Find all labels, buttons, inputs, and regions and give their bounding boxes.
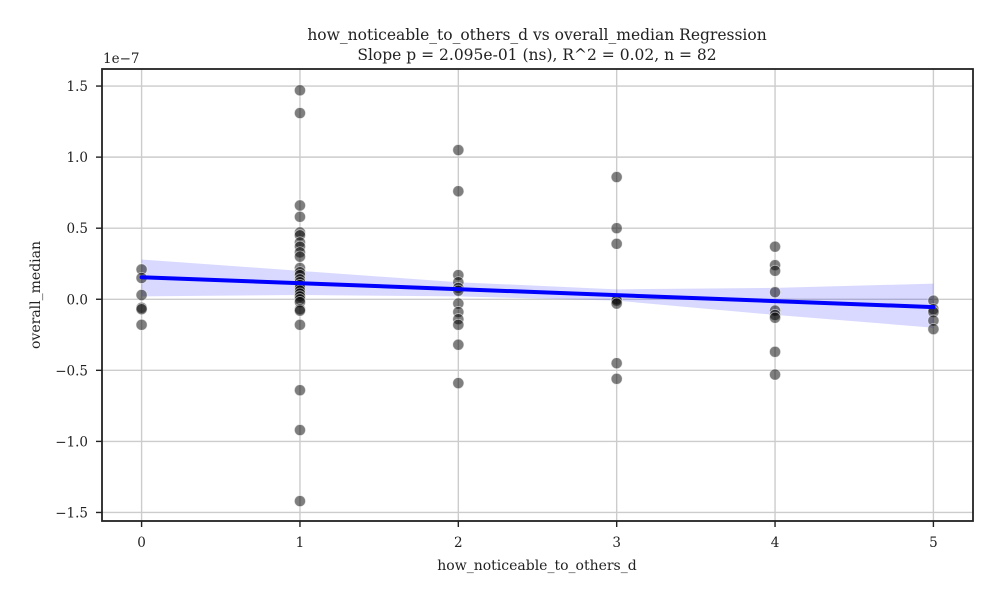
data-point bbox=[769, 345, 782, 358]
data-point bbox=[293, 210, 306, 223]
data-point bbox=[293, 84, 306, 97]
y-tick-label: 1.5 bbox=[67, 79, 88, 95]
data-point bbox=[293, 250, 306, 263]
data-point bbox=[135, 288, 148, 301]
data-point bbox=[293, 384, 306, 397]
chart-title: how_noticeable_to_others_d vs overall_me… bbox=[307, 26, 766, 44]
y-axis-multiplier: 1e−7 bbox=[103, 51, 139, 67]
data-point bbox=[293, 495, 306, 508]
data-point bbox=[610, 171, 623, 184]
data-point bbox=[452, 185, 465, 198]
data-point bbox=[610, 297, 623, 310]
data-point bbox=[293, 107, 306, 120]
data-point bbox=[452, 377, 465, 390]
data-point bbox=[610, 222, 623, 235]
y-tick-label: 0.5 bbox=[67, 221, 88, 237]
data-point bbox=[293, 199, 306, 212]
data-point bbox=[769, 368, 782, 381]
x-tick-label: 1 bbox=[296, 535, 305, 551]
data-point bbox=[769, 240, 782, 253]
data-point bbox=[610, 372, 623, 385]
axis-ticks: 0 1 2 3 4 5 −1.5 −1.0 −0.5 0.0 0.5 1.0 1.5 bbox=[55, 79, 937, 551]
data-point bbox=[452, 338, 465, 351]
data-point bbox=[452, 144, 465, 157]
plot-frame bbox=[101, 68, 974, 522]
regression-line bbox=[139, 275, 936, 310]
x-tick-label: 5 bbox=[929, 535, 938, 551]
y-tick-label: −0.5 bbox=[55, 363, 88, 379]
scatter-points bbox=[135, 84, 940, 508]
y-tick-label: −1.5 bbox=[55, 505, 88, 521]
chart-subtitle: Slope p = 2.095e-01 (ns), R^2 = 0.02, n … bbox=[357, 46, 716, 64]
y-tick-label: 1.0 bbox=[67, 150, 88, 166]
data-point bbox=[610, 357, 623, 370]
x-axis-label: how_noticeable_to_others_d bbox=[437, 558, 636, 574]
regression-line-layer bbox=[139, 275, 936, 310]
x-tick-label: 4 bbox=[771, 535, 780, 551]
data-point bbox=[769, 311, 782, 324]
data-point bbox=[452, 318, 465, 331]
x-tick-label: 2 bbox=[454, 535, 463, 551]
data-point bbox=[135, 318, 148, 331]
data-point bbox=[293, 424, 306, 437]
x-tick-label: 0 bbox=[137, 535, 146, 551]
data-point bbox=[610, 237, 623, 250]
y-tick-label: −1.0 bbox=[55, 434, 88, 450]
data-point bbox=[769, 286, 782, 299]
y-tick-label: 0.0 bbox=[67, 292, 88, 308]
y-axis-label: overall_median bbox=[28, 241, 44, 349]
data-point bbox=[293, 304, 306, 317]
data-point bbox=[769, 264, 782, 277]
data-point bbox=[293, 318, 306, 331]
x-tick-label: 3 bbox=[612, 535, 621, 551]
data-point bbox=[927, 323, 940, 336]
data-point bbox=[135, 303, 148, 316]
